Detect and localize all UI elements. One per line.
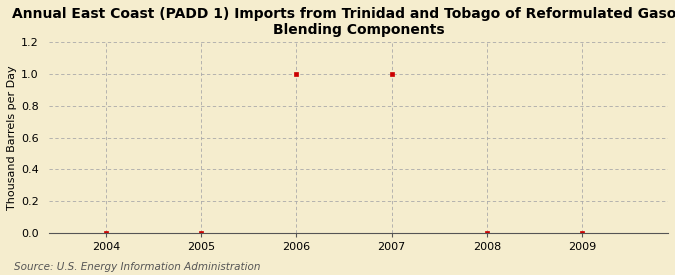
Text: Source: U.S. Energy Information Administration: Source: U.S. Energy Information Administ… bbox=[14, 262, 260, 272]
Y-axis label: Thousand Barrels per Day: Thousand Barrels per Day bbox=[7, 65, 17, 210]
Title: Annual East Coast (PADD 1) Imports from Trinidad and Tobago of Reformulated Gaso: Annual East Coast (PADD 1) Imports from … bbox=[12, 7, 675, 37]
